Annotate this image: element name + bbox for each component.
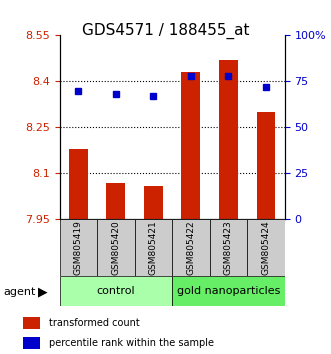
Text: ▶: ▶	[38, 286, 48, 299]
Text: GSM805421: GSM805421	[149, 221, 158, 275]
Bar	[172, 219, 210, 276]
Bar	[60, 276, 172, 306]
Bar	[257, 112, 275, 219]
Bar	[144, 186, 163, 219]
Text: control: control	[97, 286, 135, 296]
Text: gold nanoparticles: gold nanoparticles	[177, 286, 280, 296]
Text: transformed count: transformed count	[49, 318, 140, 329]
Text: GDS4571 / 188455_at: GDS4571 / 188455_at	[82, 23, 249, 39]
Text: GSM805420: GSM805420	[111, 221, 120, 275]
Bar	[135, 219, 172, 276]
Bar	[60, 219, 97, 276]
Text: percentile rank within the sample: percentile rank within the sample	[49, 338, 214, 348]
Text: GSM805423: GSM805423	[224, 221, 233, 275]
Bar	[107, 183, 125, 219]
Bar	[210, 219, 247, 276]
Bar	[172, 276, 285, 306]
Bar	[23, 318, 40, 329]
Bar	[247, 219, 285, 276]
Bar	[23, 337, 40, 349]
Text: agent: agent	[3, 287, 36, 297]
Text: GSM805419: GSM805419	[74, 220, 83, 275]
Text: GSM805422: GSM805422	[186, 221, 195, 275]
Bar	[97, 219, 135, 276]
Bar	[69, 149, 88, 219]
Text: GSM805424: GSM805424	[261, 221, 270, 275]
Bar	[219, 60, 238, 219]
Bar	[181, 72, 200, 219]
